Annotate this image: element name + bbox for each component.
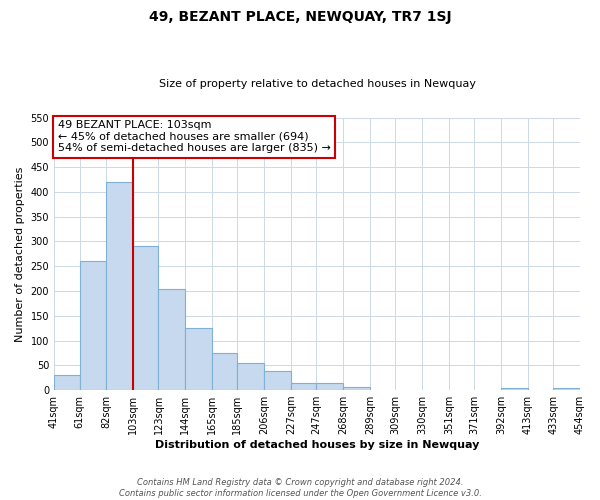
Bar (316, 382, 343, 390)
Bar (54, 375, 80, 390)
Bar (133, 246, 158, 390)
Bar (264, 372, 291, 390)
Bar (343, 386, 370, 390)
Bar (212, 353, 238, 390)
Bar (238, 363, 264, 390)
Bar (106, 182, 133, 390)
Bar (185, 328, 212, 390)
Text: 49 BEZANT PLACE: 103sqm
← 45% of detached houses are smaller (694)
54% of semi-d: 49 BEZANT PLACE: 103sqm ← 45% of detache… (58, 120, 331, 153)
Title: Size of property relative to detached houses in Newquay: Size of property relative to detached ho… (158, 79, 476, 89)
Bar (291, 382, 316, 390)
Y-axis label: Number of detached properties: Number of detached properties (15, 166, 25, 342)
Text: Contains HM Land Registry data © Crown copyright and database right 2024.
Contai: Contains HM Land Registry data © Crown c… (119, 478, 481, 498)
Bar (501, 388, 528, 390)
Bar (553, 388, 580, 390)
Bar (158, 288, 185, 390)
Text: 49, BEZANT PLACE, NEWQUAY, TR7 1SJ: 49, BEZANT PLACE, NEWQUAY, TR7 1SJ (149, 10, 451, 24)
X-axis label: Distribution of detached houses by size in Newquay: Distribution of detached houses by size … (155, 440, 479, 450)
Bar (80, 262, 106, 390)
